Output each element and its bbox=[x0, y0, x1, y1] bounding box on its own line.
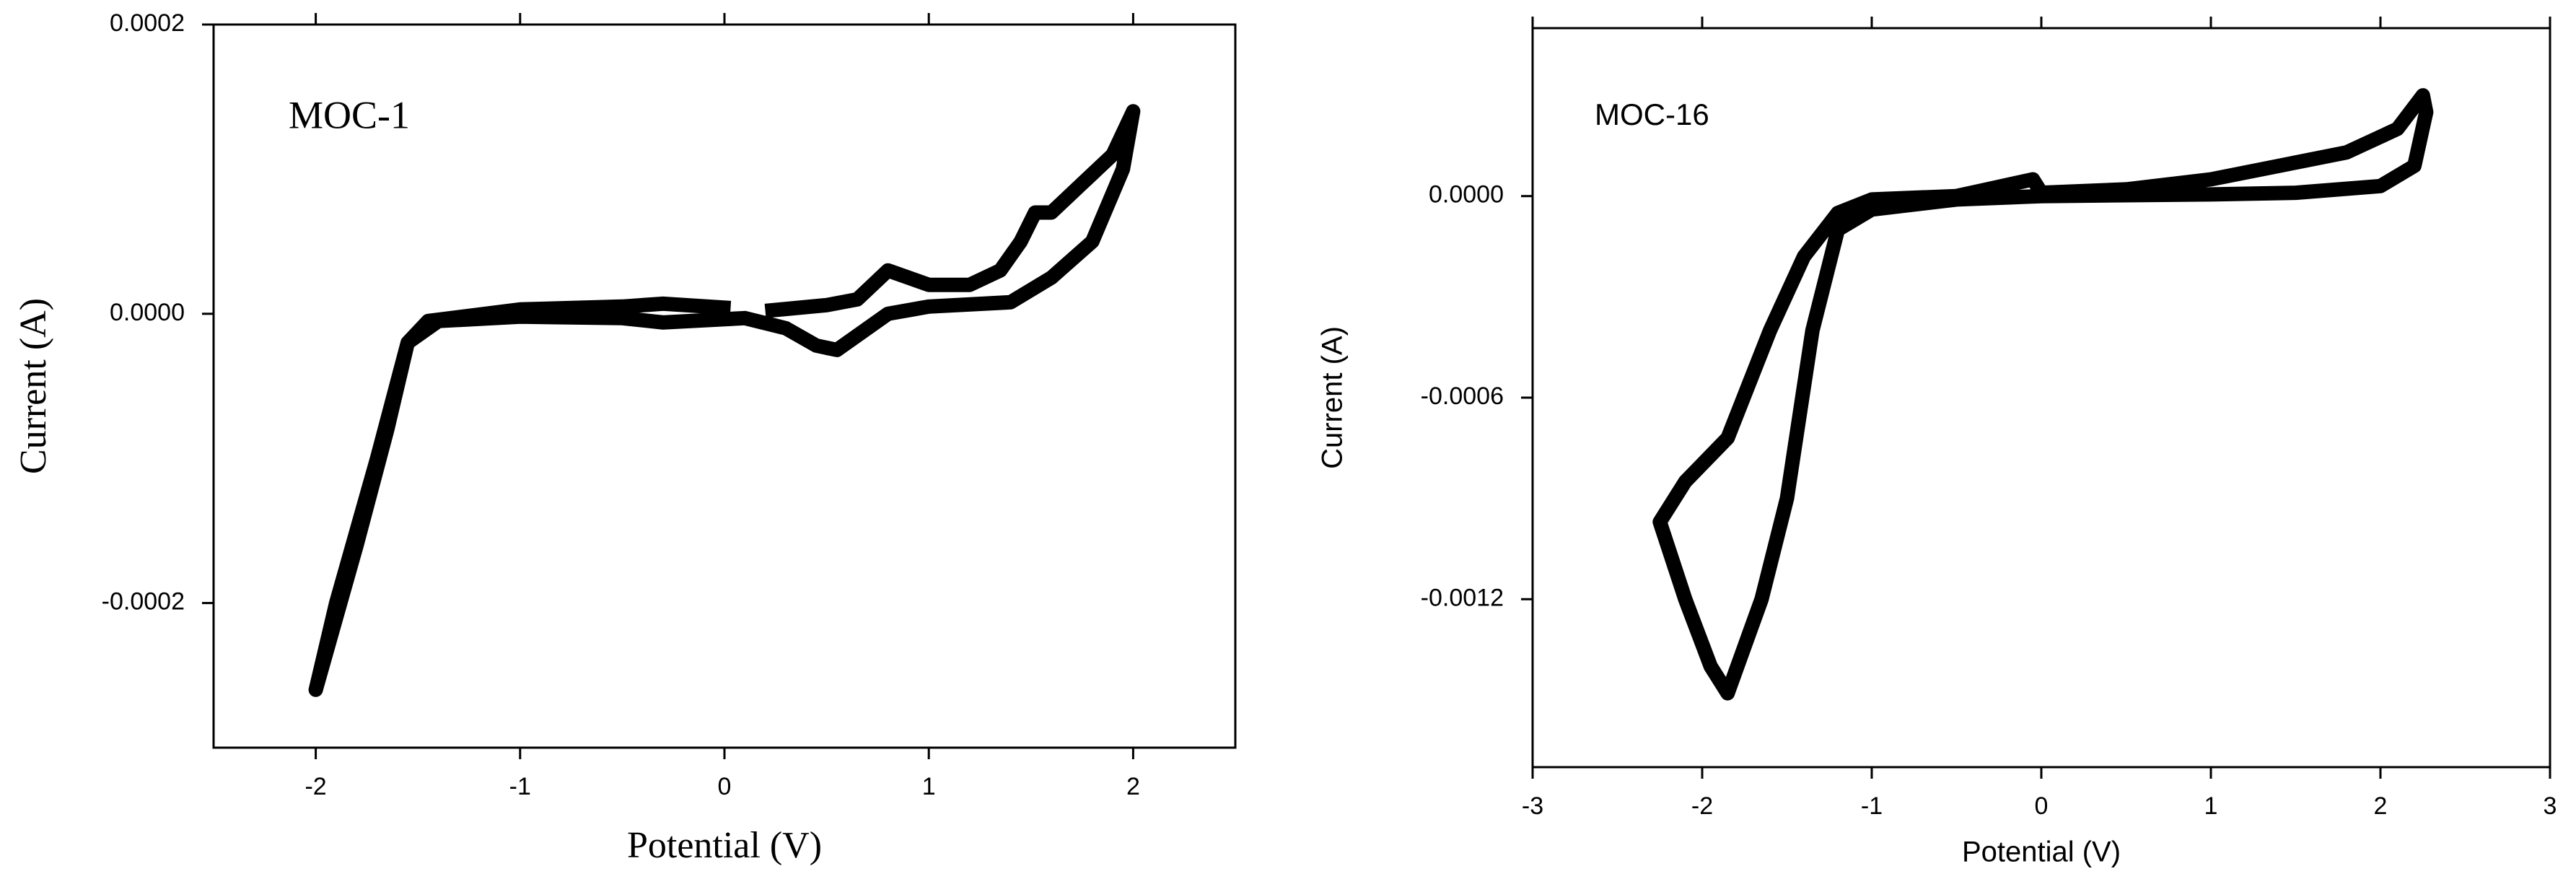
x-tick-label: 2 bbox=[2374, 792, 2388, 820]
x-tick-label: -2 bbox=[1691, 792, 1713, 820]
plot-frame bbox=[1531, 27, 2551, 769]
y-tick-label: 0.0000 bbox=[110, 299, 185, 326]
y-tick-label: -0.0012 bbox=[1421, 584, 1504, 611]
y-axis-title: Current (A) bbox=[1317, 326, 1349, 469]
x-tick-label: 1 bbox=[2204, 792, 2218, 820]
y-tick-label: -0.0002 bbox=[102, 588, 185, 616]
annotation: MOC-1 bbox=[289, 93, 410, 136]
x-axis-title: Potential (V) bbox=[1962, 836, 2121, 868]
x-tick-label: 0 bbox=[718, 773, 732, 800]
x-tick-label: -3 bbox=[1522, 792, 1543, 820]
annotation: MOC-16 bbox=[1595, 97, 1709, 131]
x-tick-label: -1 bbox=[509, 773, 531, 800]
cv-curve bbox=[1652, 88, 2434, 701]
y-tick-label: -0.0006 bbox=[1421, 382, 1504, 410]
x-tick-label: 3 bbox=[2544, 792, 2557, 820]
x-tick-label: -1 bbox=[1861, 792, 1883, 820]
y-tick-label: 0.0000 bbox=[1429, 181, 1504, 209]
x-tick-label: 1 bbox=[922, 773, 936, 800]
x-tick-label: -2 bbox=[305, 773, 326, 800]
cv-curve bbox=[308, 104, 1141, 697]
x-tick-label: 0 bbox=[2035, 792, 2049, 820]
y-tick-label: 0.0002 bbox=[110, 9, 185, 37]
y-axis-title: Current (A) bbox=[13, 298, 54, 474]
x-tick-label: 2 bbox=[1126, 773, 1140, 800]
x-axis-title: Potential (V) bbox=[627, 825, 822, 866]
